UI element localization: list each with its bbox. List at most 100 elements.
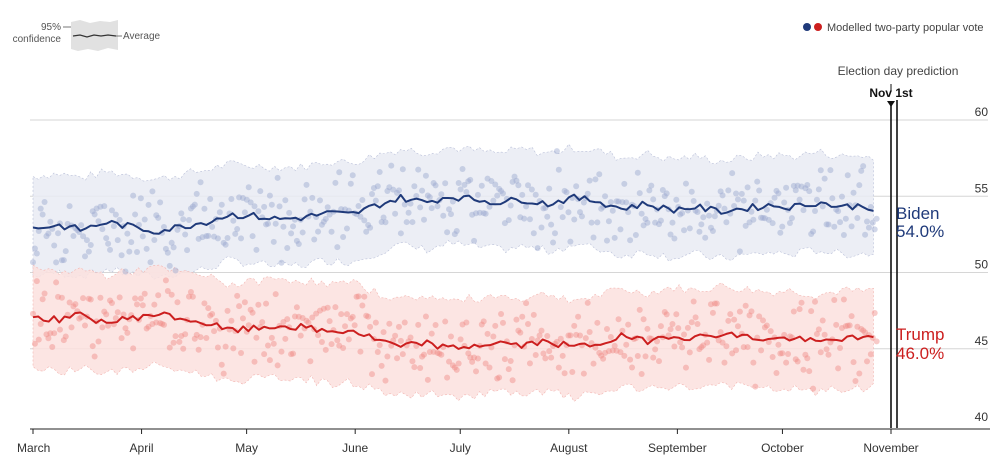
biden-poll-dot bbox=[694, 208, 701, 215]
trump-poll-dot bbox=[449, 362, 456, 369]
trump-poll-dot bbox=[430, 348, 437, 355]
biden-poll-dot bbox=[328, 228, 335, 235]
biden-poll-dot bbox=[266, 192, 273, 199]
trump-poll-dot bbox=[867, 351, 874, 358]
trump-poll-dot bbox=[428, 330, 435, 337]
biden-poll-dot bbox=[141, 216, 148, 223]
trump-poll-dot bbox=[804, 355, 811, 362]
trump-poll-dot bbox=[603, 326, 610, 333]
biden-poll-dot bbox=[157, 199, 164, 206]
trump-poll-dot bbox=[796, 306, 803, 313]
trump-poll-dot bbox=[490, 333, 497, 340]
trump-poll-dot bbox=[623, 341, 630, 348]
biden-poll-dot bbox=[415, 166, 422, 173]
trump-poll-dot bbox=[53, 279, 60, 286]
biden-poll-dot bbox=[444, 229, 451, 236]
biden-poll-dot bbox=[528, 186, 535, 193]
biden-poll-dot bbox=[347, 180, 354, 187]
biden-poll-dot bbox=[82, 253, 89, 260]
biden-poll-dot bbox=[786, 220, 793, 227]
trump-poll-dot bbox=[297, 332, 304, 339]
biden-poll-dot bbox=[446, 206, 453, 213]
trump-poll-dot bbox=[211, 328, 218, 335]
trump-poll-dot bbox=[706, 356, 713, 363]
biden-poll-dot bbox=[825, 221, 832, 228]
trump-poll-dot bbox=[607, 333, 614, 340]
trump-poll-dot bbox=[494, 375, 501, 382]
biden-poll-dot bbox=[311, 236, 318, 243]
trump-poll-dot bbox=[598, 352, 605, 359]
biden-poll-dot bbox=[800, 207, 807, 214]
trump-poll-dot bbox=[471, 354, 478, 361]
biden-poll-dot bbox=[798, 183, 805, 190]
trump-poll-dot bbox=[679, 344, 686, 351]
biden-poll-dot bbox=[812, 207, 819, 214]
biden-poll-dot bbox=[316, 197, 323, 204]
trump-poll-dot bbox=[326, 318, 333, 325]
biden-poll-dot bbox=[178, 210, 185, 217]
biden-poll-dot bbox=[253, 246, 260, 253]
trump-poll-dot bbox=[78, 314, 85, 321]
trump-poll-dot bbox=[748, 308, 755, 315]
trump-poll-dot bbox=[35, 336, 42, 343]
trump-poll-dot bbox=[765, 339, 772, 346]
biden-poll-dot bbox=[349, 172, 356, 179]
biden-poll-dot bbox=[496, 185, 503, 192]
biden-name: Biden bbox=[896, 204, 939, 223]
trump-poll-dot bbox=[611, 342, 618, 349]
biden-poll-dot bbox=[796, 196, 803, 203]
biden-poll-dot bbox=[374, 183, 381, 190]
trump-poll-dot bbox=[97, 294, 104, 301]
trump-poll-dot bbox=[553, 338, 560, 345]
trump-end-label: Trump 46.0% bbox=[896, 325, 945, 363]
trump-poll-dot bbox=[270, 340, 277, 347]
trump-poll-dot bbox=[407, 334, 414, 341]
trump-poll-dot bbox=[709, 309, 716, 316]
trump-poll-dot bbox=[422, 313, 429, 320]
trump-poll-dot bbox=[187, 288, 194, 295]
trump-poll-dot bbox=[417, 364, 424, 371]
biden-poll-dot bbox=[293, 237, 300, 244]
biden-poll-dot bbox=[214, 235, 221, 242]
biden-poll-dot bbox=[490, 197, 497, 204]
biden-poll-dot bbox=[239, 195, 246, 202]
biden-poll-dot bbox=[342, 206, 349, 213]
trump-poll-dot bbox=[409, 358, 416, 365]
biden-poll-dot bbox=[203, 233, 210, 240]
trump-poll-dot bbox=[819, 317, 826, 324]
biden-poll-dot bbox=[499, 190, 506, 197]
biden-poll-dot bbox=[139, 233, 146, 240]
trump-poll-dot bbox=[307, 358, 314, 365]
trump-poll-dot bbox=[496, 374, 503, 381]
trump-poll-dot bbox=[266, 357, 273, 364]
trump-poll-dot bbox=[274, 362, 281, 369]
trump-name: Trump bbox=[896, 325, 945, 344]
average-label: Average bbox=[123, 31, 161, 42]
trump-poll-dot bbox=[101, 308, 108, 315]
biden-poll-dot bbox=[413, 193, 420, 200]
biden-poll-dot bbox=[777, 229, 784, 236]
biden-poll-dot bbox=[754, 178, 761, 185]
biden-poll-dot bbox=[228, 195, 235, 202]
biden-poll-dot bbox=[187, 205, 194, 212]
biden-poll-dot bbox=[91, 211, 98, 218]
trump-poll-dot bbox=[49, 344, 56, 351]
trump-poll-dot bbox=[95, 338, 102, 345]
trump-poll-dot bbox=[261, 351, 268, 358]
trump-poll-dot bbox=[555, 364, 562, 371]
biden-poll-dot bbox=[336, 169, 343, 176]
trump-poll-dot bbox=[773, 370, 780, 377]
trump-poll-dot bbox=[47, 330, 54, 337]
trump-poll-dot bbox=[671, 343, 678, 350]
biden-average-line bbox=[32, 193, 874, 235]
biden-poll-dot bbox=[494, 192, 501, 199]
trump-poll-dot bbox=[392, 332, 399, 339]
trump-poll-dot bbox=[692, 314, 699, 321]
trump-poll-dot bbox=[299, 315, 306, 322]
trump-poll-dot bbox=[507, 357, 514, 364]
trump-poll-dot bbox=[58, 294, 65, 301]
biden-poll-dot bbox=[299, 229, 306, 236]
biden-poll-dot bbox=[681, 227, 688, 234]
trump-poll-dot bbox=[629, 364, 636, 371]
trump-poll-dot bbox=[825, 351, 832, 358]
